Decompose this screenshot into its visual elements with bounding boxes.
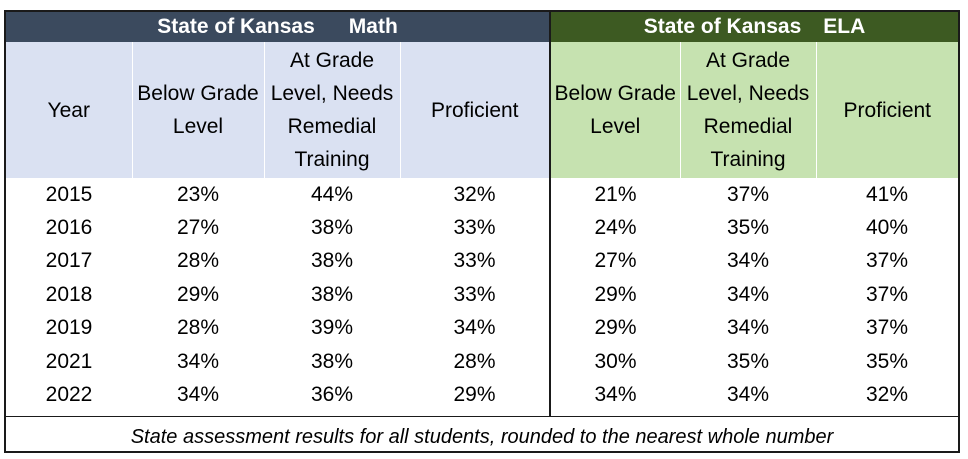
math-below-cell: 34% xyxy=(176,383,220,407)
table-row: 2017 28% 38% 33% 27% 34% 37% xyxy=(6,244,958,279)
math-proficient-header: Proficient xyxy=(400,42,550,178)
ela-below-cell: 30% xyxy=(549,344,680,379)
math-below-cell: 34% xyxy=(176,349,220,373)
ela-proficient-cell: 32% xyxy=(865,383,909,407)
ela-below-cell: 29% xyxy=(549,311,680,345)
math-at-grade-cell: 39% xyxy=(310,316,354,340)
ela-proficient-header: Proficient xyxy=(816,42,958,178)
group-header-row: State of Kansas Math State of Kansas ELA xyxy=(6,12,958,42)
math-at-grade-cell: 36% xyxy=(310,383,354,407)
math-at-grade-cell: 38% xyxy=(310,249,354,273)
math-group-subject: Math xyxy=(348,15,398,38)
math-proficient-cell: 34% xyxy=(453,316,496,340)
table-row: 2021 34% 38% 28% 30% 35% 35% xyxy=(6,344,958,379)
year-cell: 2015 xyxy=(45,182,93,206)
math-proficient-cell: 28% xyxy=(453,349,496,373)
table-row: 2019 28% 39% 34% 29% 34% 37% xyxy=(6,311,958,345)
table-row: 2022 34% 36% 29% 34% 34% 32% xyxy=(6,378,958,416)
year-cell: 2022 xyxy=(45,383,93,407)
ela-proficient-cell: 37% xyxy=(865,316,909,340)
ela-at-grade-cell: 35% xyxy=(726,349,770,373)
ela-at-grade-cell: 34% xyxy=(726,282,770,306)
ela-proficient-cell: 37% xyxy=(865,249,909,273)
year-cell: 2018 xyxy=(45,282,93,306)
math-at-grade-cell: 38% xyxy=(310,349,354,373)
ela-at-grade-cell: 34% xyxy=(726,249,770,273)
math-below-cell: 28% xyxy=(176,316,220,340)
year-cell: 2017 xyxy=(45,249,93,273)
column-header-row: Year Below Grade Level At Grade Level, N… xyxy=(6,42,958,178)
table-row: 2015 23% 44% 32% 21% 37% 41% xyxy=(6,178,958,212)
ela-below-grade-header: Below Grade Level xyxy=(549,42,681,178)
math-at-grade-cell: 38% xyxy=(310,282,354,306)
ela-below-cell: 34% xyxy=(549,378,680,416)
year-column-header: Year xyxy=(6,42,133,178)
table-body: 2015 23% 44% 32% 21% 37% 41% 2016 27% 38… xyxy=(6,178,958,416)
assessment-table-frame: State of Kansas Math State of Kansas ELA Y… xyxy=(4,10,960,453)
math-at-grade-cell: 38% xyxy=(310,216,354,240)
math-proficient-cell: 33% xyxy=(453,216,496,240)
ela-at-grade-cell: 34% xyxy=(726,383,770,407)
table-row: 2018 29% 38% 33% 29% 34% 37% xyxy=(6,278,958,312)
year-cell: 2016 xyxy=(45,216,93,240)
math-at-grade-cell: 44% xyxy=(310,182,354,206)
year-cell: 2019 xyxy=(45,316,93,340)
table-row: 2016 27% 38% 33% 24% 35% 40% xyxy=(6,211,958,245)
table-footnote: State assessment results for all student… xyxy=(6,415,958,457)
ela-at-grade-header: At Grade Level, Needs Remedial Training xyxy=(680,42,817,178)
ela-below-cell: 27% xyxy=(549,244,680,279)
ela-group-subject: ELA xyxy=(823,15,866,38)
ela-below-cell: 24% xyxy=(549,211,680,245)
math-group-header: State of Kansas Math xyxy=(6,12,550,42)
math-below-cell: 27% xyxy=(176,216,220,240)
ela-group-header: State of Kansas ELA xyxy=(549,12,958,42)
math-below-grade-header: Below Grade Level xyxy=(132,42,265,178)
math-proficient-cell: 33% xyxy=(453,249,496,273)
math-proficient-cell: 32% xyxy=(453,182,496,206)
ela-proficient-cell: 35% xyxy=(865,349,909,373)
ela-proficient-cell: 41% xyxy=(865,182,909,206)
math-below-cell: 29% xyxy=(176,282,220,306)
math-proficient-cell: 33% xyxy=(453,282,496,306)
ela-below-cell: 21% xyxy=(549,178,680,212)
math-below-cell: 23% xyxy=(176,182,220,206)
ela-at-grade-cell: 35% xyxy=(726,216,770,240)
math-at-grade-header: At Grade Level, Needs Remedial Training xyxy=(264,42,401,178)
math-proficient-cell: 29% xyxy=(453,383,496,407)
ela-below-cell: 29% xyxy=(549,278,680,312)
year-cell: 2021 xyxy=(45,349,93,373)
ela-at-grade-cell: 37% xyxy=(726,182,770,206)
ela-proficient-cell: 40% xyxy=(865,216,909,240)
ela-at-grade-cell: 34% xyxy=(726,316,770,340)
math-group-title: State of Kansas xyxy=(157,15,315,38)
ela-proficient-cell: 37% xyxy=(865,282,909,306)
math-below-cell: 28% xyxy=(176,249,220,273)
assessment-table: State of Kansas Math State of Kansas ELA Y… xyxy=(6,12,958,416)
ela-group-title: State of Kansas xyxy=(643,15,802,38)
